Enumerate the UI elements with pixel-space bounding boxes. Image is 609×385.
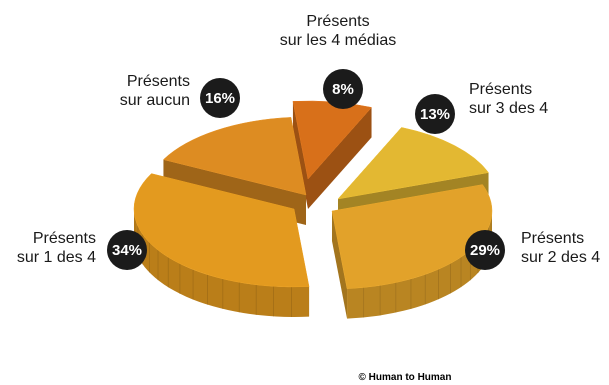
value-badge-circle xyxy=(465,230,505,270)
value-label: 8% xyxy=(332,81,354,98)
value-badge-circle xyxy=(323,69,363,109)
value-label: 29% xyxy=(470,242,500,259)
slice-label-line: Présents xyxy=(521,230,584,247)
slice-top xyxy=(337,127,489,200)
slice-top xyxy=(133,173,310,288)
slice-label: Présents sur 2 des 4 xyxy=(521,230,600,266)
value-badge: 29% xyxy=(465,230,505,270)
slice-label-line: Présents xyxy=(33,230,96,247)
value-badge-circle xyxy=(415,94,455,134)
value-badge-circle xyxy=(107,230,147,270)
value-badge: 16% xyxy=(200,78,240,118)
value-badge: 8% xyxy=(323,69,363,109)
value-badge-circle xyxy=(200,78,240,118)
slice-labels: Présents sur aucun 16% Présents sur les 4 mé… xyxy=(17,13,600,270)
slice-side-wall xyxy=(292,101,308,209)
slice-label-line: Présents xyxy=(469,81,532,98)
slice-label-line: sur 2 des 4 xyxy=(521,249,600,266)
slice-label: Présents sur les 4 médias xyxy=(280,13,397,49)
value-label: 13% xyxy=(420,106,450,123)
pie-slice xyxy=(133,173,310,317)
pie-slices xyxy=(133,100,493,319)
slice-label-line: sur aucun xyxy=(120,92,190,109)
value-badge: 34% xyxy=(107,230,147,270)
pie-slice xyxy=(292,100,373,209)
slice-label-line: sur 3 des 4 xyxy=(469,100,548,117)
value-label: 16% xyxy=(205,90,235,107)
value-badge: 13% xyxy=(415,94,455,134)
slice-label-line: Présents xyxy=(306,13,369,30)
pie-slice xyxy=(331,184,493,319)
credit-text: © Human to Human xyxy=(359,372,452,383)
slice-label: Présents sur aucun xyxy=(120,73,190,109)
slice-outer-wall xyxy=(347,211,492,319)
slice-label-line: sur 1 des 4 xyxy=(17,249,96,266)
slice-label: Présents sur 1 des 4 xyxy=(17,230,96,266)
slice-label-line: Présents xyxy=(127,73,190,90)
slice-label: Présents sur 3 des 4 xyxy=(469,81,548,117)
slice-label-line: sur les 4 médias xyxy=(280,32,397,49)
slice-outer-wall xyxy=(134,209,310,317)
value-label: 34% xyxy=(112,242,142,259)
slice-top xyxy=(162,117,307,196)
slice-side-wall xyxy=(332,211,348,319)
slice-side-wall xyxy=(308,107,372,209)
